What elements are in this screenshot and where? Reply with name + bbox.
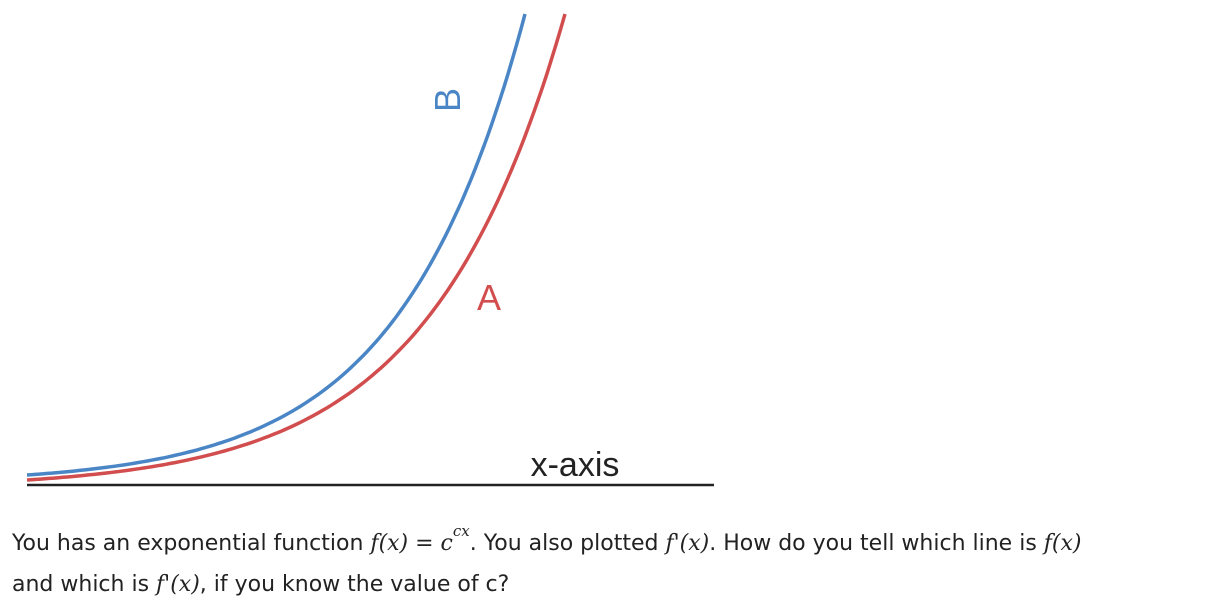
series-label-b: B [427,88,468,112]
question-line-1: You has an exponential function f(x) = c… [12,522,1212,565]
question-line-2: and which is f'(x), if you know the valu… [12,565,1212,605]
question-text-segment: . You also plotted [469,531,666,556]
math-exponent: cx [452,522,470,540]
math-expression: f'(x) [665,531,710,556]
question-text-segment: , if you know the value of c? [199,572,510,597]
question-text-segment: and which is [12,572,157,597]
series-line-b [26,13,527,477]
math-expression: f'(x) [156,572,200,597]
chart-canvas: x-axis B A [26,13,714,487]
math-expression: f(x) = c [370,531,453,556]
question-text-segment: . How do you tell which line is [709,531,1044,556]
series-label-a: A [477,277,501,318]
math-expression: f(x) [1043,531,1082,556]
x-axis-label: x-axis [531,446,620,484]
question-text-segment: You has an exponential function [12,531,371,556]
series-line-a [26,13,567,482]
question-text: You has an exponential function f(x) = c… [12,522,1212,605]
